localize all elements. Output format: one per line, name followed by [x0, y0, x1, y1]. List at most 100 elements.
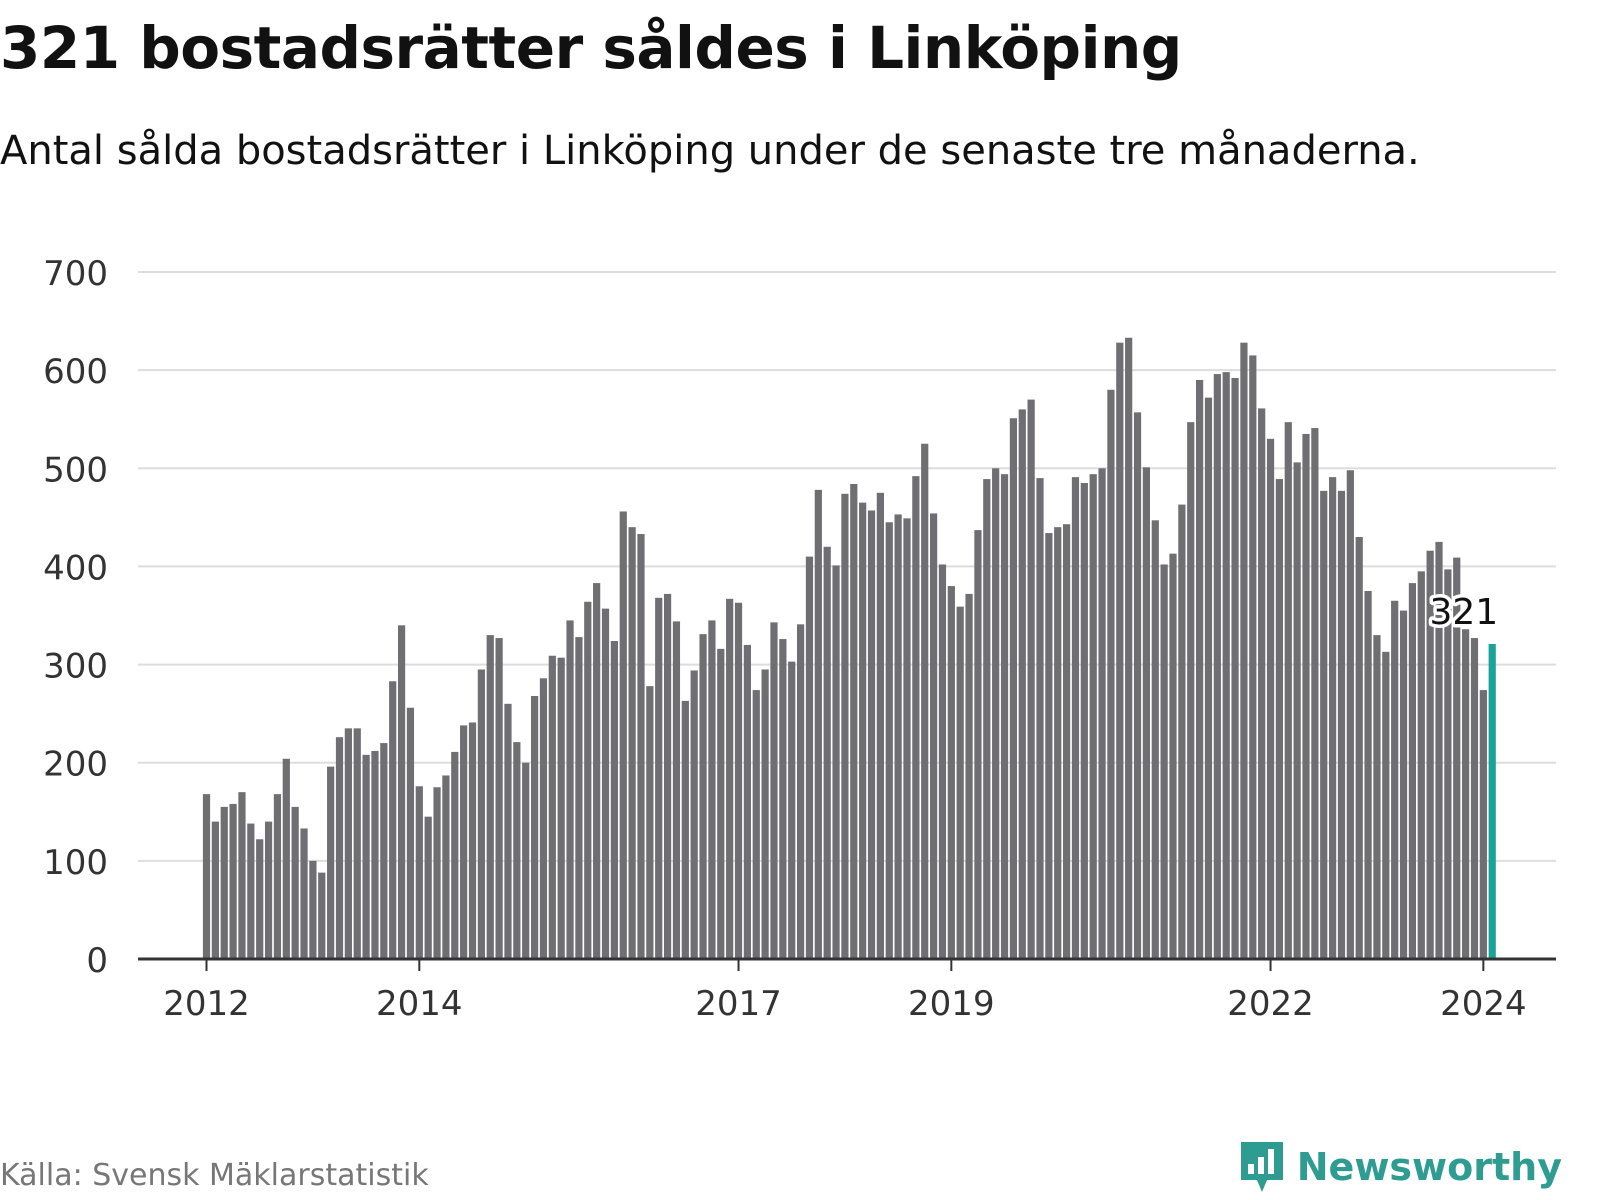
- bar: [1435, 541, 1443, 959]
- bar: [318, 872, 326, 959]
- bar: [264, 821, 273, 959]
- bar: [841, 493, 849, 959]
- bar: [726, 598, 734, 959]
- x-tick-label: 2024: [1440, 984, 1527, 1024]
- bar: [1329, 477, 1337, 959]
- bar: [974, 530, 982, 959]
- x-tick-label: 2019: [908, 984, 995, 1024]
- bar: [539, 678, 548, 959]
- annotation: 321: [1426, 588, 1502, 636]
- bar: [1479, 690, 1487, 959]
- bar: [1098, 468, 1106, 959]
- bar: [903, 518, 911, 959]
- bar: [1125, 337, 1133, 959]
- bar: [921, 443, 929, 959]
- bar: [1391, 600, 1399, 959]
- bar: [1231, 377, 1239, 960]
- bar: [788, 661, 796, 959]
- bar: [823, 546, 831, 959]
- bar: [273, 794, 282, 959]
- bar: [1249, 355, 1257, 960]
- bar: [1160, 564, 1168, 959]
- bar: [460, 725, 468, 959]
- bar: [646, 686, 654, 959]
- bar: [397, 625, 406, 959]
- bar: [477, 669, 485, 959]
- bar: [814, 489, 822, 959]
- bar: [938, 564, 947, 959]
- x-tick-label: 2012: [163, 984, 250, 1024]
- bar: [1045, 533, 1053, 959]
- bar: [1196, 379, 1204, 959]
- chart-title: 321 bostadsrätter såldes i Linköping: [0, 14, 1182, 82]
- bar: [1027, 399, 1035, 960]
- x-tick-label: 2014: [376, 984, 463, 1024]
- bar: [406, 707, 415, 959]
- bar: [1000, 474, 1009, 959]
- brand-name: Newsworthy: [1296, 1145, 1562, 1189]
- bar: [992, 468, 1000, 959]
- bar: [850, 483, 858, 959]
- bar: [327, 766, 335, 959]
- bar: [947, 586, 955, 959]
- bar: [282, 758, 290, 959]
- bar: [734, 602, 743, 959]
- bar: [557, 657, 565, 959]
- bar: [681, 700, 689, 959]
- y-tick-label: 700: [43, 254, 108, 294]
- bar: [699, 634, 707, 959]
- bar: [247, 823, 255, 959]
- bar: [619, 511, 627, 959]
- bar: [442, 775, 450, 959]
- bars: [202, 337, 1496, 960]
- bar: [300, 828, 308, 959]
- bar: [1355, 536, 1363, 959]
- bar: [344, 728, 352, 959]
- bar: [371, 750, 379, 959]
- bar: [1470, 638, 1479, 959]
- y-tick-label: 500: [43, 450, 108, 490]
- bar: [1187, 422, 1195, 959]
- bar: [1453, 557, 1461, 959]
- bar: [1275, 479, 1284, 959]
- y-tick-label: 100: [43, 843, 108, 883]
- bar: [885, 522, 893, 959]
- brand-logo: Newsworthy: [1237, 1138, 1562, 1196]
- bar: [796, 624, 805, 959]
- bar: [415, 786, 423, 959]
- bar: [530, 695, 539, 959]
- bar: [504, 703, 512, 959]
- bar: [380, 743, 388, 959]
- bar: [717, 648, 725, 959]
- bar: [1204, 397, 1213, 959]
- bar: [486, 635, 494, 959]
- bar: [1142, 467, 1151, 959]
- bar: [637, 534, 645, 959]
- x-tick-label: 2022: [1227, 984, 1314, 1024]
- bar: [495, 638, 503, 959]
- bar: [238, 792, 246, 959]
- bar: [1258, 408, 1266, 959]
- bar: [468, 722, 477, 959]
- bar: [1009, 418, 1017, 959]
- newsworthy-logo-icon: [1240, 1142, 1283, 1192]
- bar: [859, 502, 867, 959]
- bar: [522, 762, 530, 959]
- bar: [690, 670, 698, 959]
- bar: [761, 669, 769, 959]
- bar: [770, 622, 778, 959]
- bar: [1062, 524, 1071, 959]
- bar: [548, 655, 556, 959]
- bar: [513, 742, 521, 959]
- bar: [894, 514, 902, 959]
- bar: [424, 816, 432, 959]
- bar: [672, 621, 681, 959]
- bar: [1311, 428, 1319, 960]
- bar: [1107, 389, 1115, 959]
- bar: [1284, 422, 1292, 959]
- bar: [593, 583, 601, 959]
- bar: [876, 492, 884, 959]
- bar: [956, 606, 964, 959]
- bar: [1364, 590, 1372, 959]
